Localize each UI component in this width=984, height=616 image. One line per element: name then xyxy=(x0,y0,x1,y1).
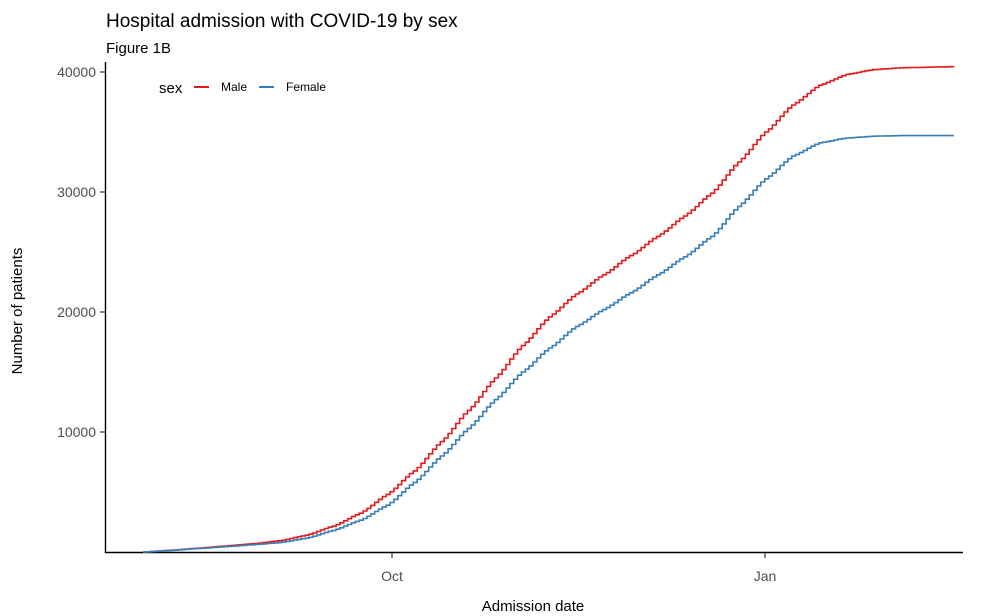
x-ticks: Oct Jan xyxy=(381,553,776,584)
y-tick-label: 10000 xyxy=(57,424,96,440)
series-line-male xyxy=(143,65,955,553)
legend-label-female: Female xyxy=(286,80,326,94)
legend-title: sex xyxy=(159,80,183,97)
x-axis-title: Admission date xyxy=(482,598,585,615)
series-line-female xyxy=(143,134,954,553)
chart-title: Hospital admission with COVID-19 by sex xyxy=(106,11,458,32)
x-tick-label: Jan xyxy=(754,568,777,584)
legend: sex Male Female xyxy=(159,80,326,97)
y-ticks: 10000 20000 30000 40000 xyxy=(57,64,105,440)
x-tick-label: Oct xyxy=(381,568,403,584)
chart-subtitle: Figure 1B xyxy=(106,40,171,57)
y-tick-label: 40000 xyxy=(57,64,96,80)
legend-label-male: Male xyxy=(221,80,247,94)
y-tick-label: 30000 xyxy=(57,184,96,200)
y-tick-label: 20000 xyxy=(57,304,96,320)
y-axis-title: Number of patients xyxy=(9,248,26,375)
series-layer xyxy=(143,65,955,553)
